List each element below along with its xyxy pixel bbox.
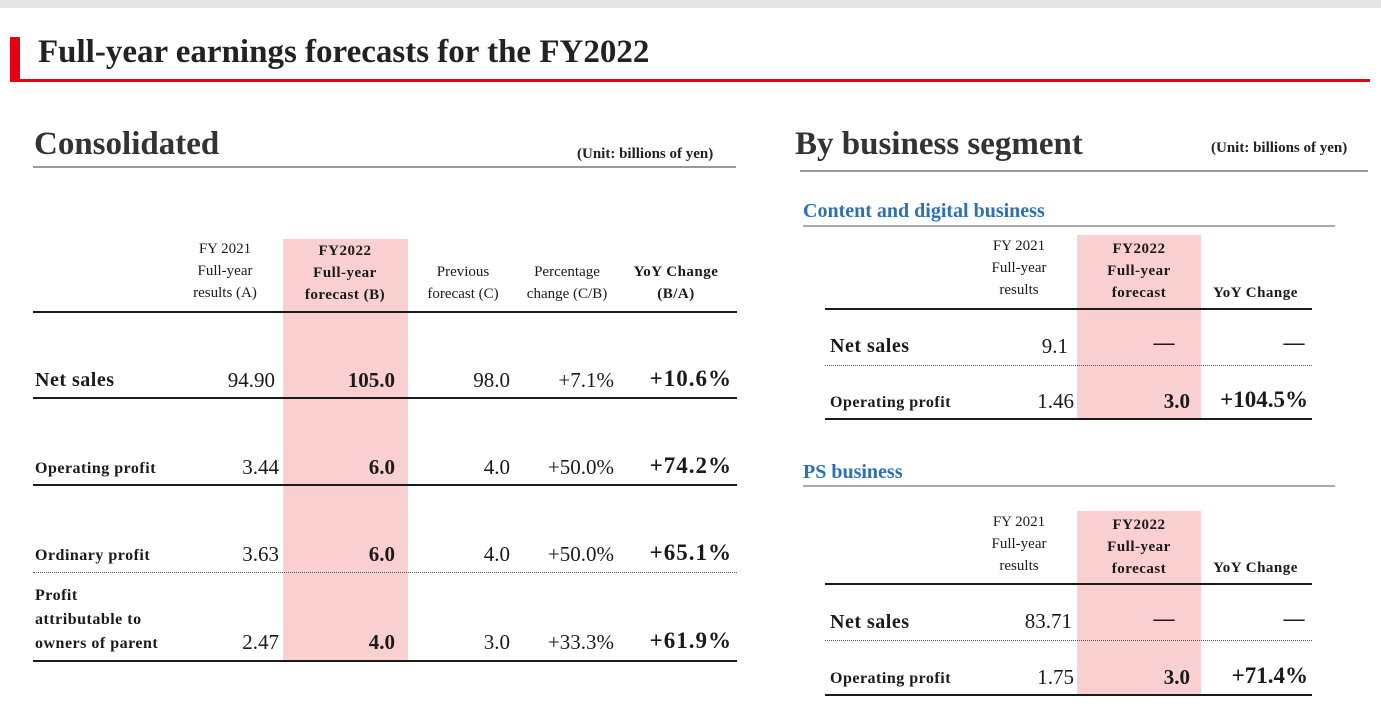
row-label-net-sales: Net sales bbox=[830, 335, 910, 357]
table-bottom-rule bbox=[825, 694, 1312, 696]
value-yoy: +74.2% bbox=[649, 453, 732, 478]
table-header-rule bbox=[825, 583, 1312, 585]
col-header-percentage: Percentage change (C/B) bbox=[526, 264, 608, 302]
col-header-fy2022: FY2022 Full-year forecast (B) bbox=[304, 243, 386, 303]
value-percentage: +50.0% bbox=[547, 542, 614, 566]
value-previous: 4.0 bbox=[483, 455, 510, 479]
section-title-content-digital: Content and digital business bbox=[803, 200, 1045, 222]
value-fy2021: 9.1 bbox=[1041, 334, 1068, 358]
value-fy2022: 4.0 bbox=[368, 630, 395, 654]
col-header-yoy: YoY Change bbox=[1213, 285, 1298, 301]
row-label-ordinary-profit: Ordinary profit bbox=[35, 547, 151, 564]
value-fy2022: — bbox=[1153, 606, 1175, 630]
page-title: Full-year earnings forecasts for the FY2… bbox=[38, 34, 650, 70]
value-fy2022: 105.0 bbox=[347, 368, 395, 392]
col-header-fy2022: FY2022 Full-year forecast bbox=[1107, 517, 1171, 577]
value-yoy: +104.5% bbox=[1220, 387, 1308, 412]
col-header-yoy: YoY Change (B/A) bbox=[633, 264, 719, 302]
value-previous: 3.0 bbox=[483, 630, 510, 654]
forecast-column-highlight bbox=[283, 239, 408, 661]
value-yoy: +10.6% bbox=[649, 366, 732, 391]
row-rule-dotted bbox=[33, 572, 737, 573]
value-yoy: +61.9% bbox=[649, 628, 732, 653]
top-bar bbox=[0, 0, 1381, 8]
value-fy2021: 1.75 bbox=[1037, 665, 1074, 689]
consolidated-unit: (Unit: billions of yen) bbox=[577, 146, 714, 162]
row-rule bbox=[33, 484, 737, 486]
value-fy2022: 3.0 bbox=[1163, 665, 1190, 689]
value-fy2021: 83.71 bbox=[1024, 609, 1072, 633]
value-fy2021: 94.90 bbox=[227, 368, 275, 392]
title-underline bbox=[10, 79, 1370, 82]
value-fy2021: 3.44 bbox=[242, 455, 279, 479]
segment-unit: (Unit: billions of yen) bbox=[1211, 140, 1348, 156]
col-header-fy2021: FY 2021 Full-year results (A) bbox=[193, 241, 257, 301]
row-rule-dotted bbox=[825, 365, 1312, 366]
value-percentage: +50.0% bbox=[547, 455, 614, 479]
forecast-column-highlight bbox=[1077, 511, 1201, 696]
col-header-fy2022: FY2022 Full-year forecast bbox=[1107, 241, 1171, 301]
row-rule bbox=[33, 397, 737, 399]
value-fy2022: 6.0 bbox=[368, 455, 395, 479]
col-header-previous: Previous forecast (C) bbox=[427, 264, 499, 302]
value-yoy: — bbox=[1283, 606, 1305, 630]
value-percentage: +33.3% bbox=[547, 630, 614, 654]
segment-heading-rule bbox=[800, 170, 1368, 172]
col-header-fy2021: FY 2021 Full-year results bbox=[991, 514, 1047, 574]
value-fy2021: 3.63 bbox=[242, 542, 279, 566]
row-label-operating-profit: Operating profit bbox=[830, 394, 952, 411]
row-label-net-sales: Net sales bbox=[35, 369, 115, 391]
value-fy2022: 6.0 bbox=[368, 542, 395, 566]
value-percentage: +7.1% bbox=[558, 368, 614, 392]
consolidated-heading: Consolidated bbox=[34, 126, 220, 162]
segment-heading: By business segment bbox=[795, 126, 1083, 162]
table-bottom-rule bbox=[825, 418, 1312, 420]
row-label-profit-attributable: Profit attributable to owners of parent bbox=[35, 587, 159, 652]
section-title-rule bbox=[803, 485, 1335, 487]
value-yoy: +65.1% bbox=[649, 540, 732, 565]
forecast-column-highlight bbox=[1077, 235, 1201, 420]
col-header-yoy: YoY Change bbox=[1213, 560, 1298, 576]
col-header-fy2021: FY 2021 Full-year results bbox=[991, 238, 1047, 298]
row-label-operating-profit: Operating profit bbox=[35, 460, 157, 477]
row-label-net-sales: Net sales bbox=[830, 611, 910, 633]
value-fy2021: 2.47 bbox=[242, 630, 279, 654]
section-title-ps-business: PS business bbox=[803, 461, 903, 483]
section-title-rule bbox=[803, 225, 1335, 227]
value-fy2021: 1.46 bbox=[1037, 389, 1074, 413]
value-fy2022: — bbox=[1153, 330, 1175, 354]
value-fy2022: 3.0 bbox=[1163, 389, 1190, 413]
title-accent-bar bbox=[10, 37, 20, 82]
table-bottom-rule bbox=[33, 660, 737, 662]
row-label-operating-profit: Operating profit bbox=[830, 670, 952, 687]
table-header-rule bbox=[825, 308, 1312, 310]
value-previous: 4.0 bbox=[483, 542, 510, 566]
consolidated-heading-rule bbox=[33, 166, 736, 168]
row-rule-dotted bbox=[825, 640, 1312, 641]
value-yoy: +71.4% bbox=[1231, 663, 1308, 688]
value-previous: 98.0 bbox=[473, 368, 510, 392]
value-yoy: — bbox=[1283, 330, 1305, 354]
table-header-rule bbox=[33, 311, 737, 313]
